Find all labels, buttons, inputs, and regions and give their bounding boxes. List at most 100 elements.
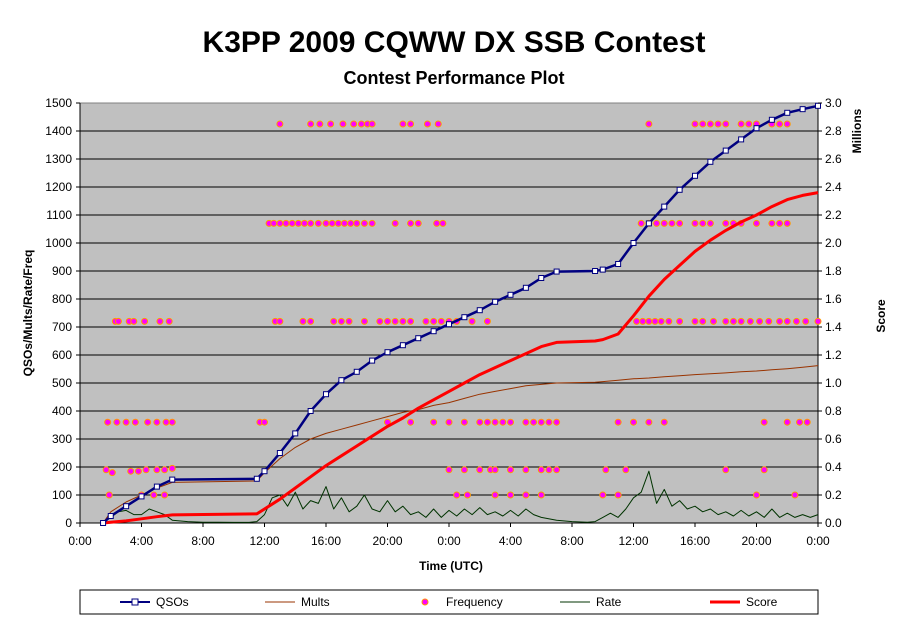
frequency-point bbox=[150, 491, 158, 499]
x-tick-label: 20:00 bbox=[372, 534, 402, 548]
frequency-point bbox=[507, 491, 514, 499]
y-right-tick-label: 0.4 bbox=[825, 460, 842, 474]
frequency-point bbox=[261, 418, 268, 426]
x-tick-label: 0:00 bbox=[68, 534, 92, 548]
qsos-point bbox=[630, 240, 637, 246]
y-tick-label: 600 bbox=[52, 348, 72, 362]
qsos-point bbox=[123, 503, 130, 510]
frequency-point bbox=[665, 317, 673, 325]
frequency-point bbox=[537, 466, 545, 474]
frequency-point bbox=[706, 219, 714, 227]
frequency-point bbox=[468, 317, 476, 325]
frequency-point bbox=[699, 120, 707, 128]
qsos-point bbox=[676, 186, 683, 193]
frequency-point bbox=[307, 219, 315, 227]
frequency-point bbox=[153, 418, 161, 426]
x-tick-label: 16:00 bbox=[311, 534, 341, 548]
frequency-point bbox=[722, 466, 730, 474]
frequency-point bbox=[460, 466, 468, 474]
y-axis-left-label: QSOs/Mults/Rate/Freq bbox=[21, 250, 35, 377]
y-right-tick-label: 2.2 bbox=[825, 208, 842, 222]
frequency-point bbox=[657, 317, 665, 325]
frequency-point bbox=[430, 418, 438, 426]
frequency-point bbox=[153, 466, 161, 474]
frequency-point bbox=[483, 418, 491, 426]
frequency-point bbox=[314, 219, 322, 227]
qsos-point bbox=[507, 291, 514, 298]
y-tick-label: 200 bbox=[52, 460, 72, 474]
x-tick-label: 0:00 bbox=[437, 534, 461, 548]
y-right-tick-label: 1.0 bbox=[825, 376, 842, 390]
x-tick-label: 8:00 bbox=[191, 534, 215, 548]
legend-label: Frequency bbox=[446, 595, 503, 609]
frequency-point bbox=[814, 317, 822, 325]
y-right-tick-label: 1.6 bbox=[825, 292, 842, 306]
legend-frequency-swatch bbox=[421, 598, 429, 606]
qsos-point bbox=[592, 268, 599, 274]
frequency-point bbox=[746, 317, 754, 325]
y-axis-right-label: Score bbox=[874, 299, 888, 333]
frequency-point bbox=[376, 317, 384, 325]
frequency-point bbox=[637, 219, 645, 227]
y-right-tick-label: 0.0 bbox=[825, 516, 842, 530]
frequency-point bbox=[633, 317, 641, 325]
x-tick-label: 12:00 bbox=[249, 534, 279, 548]
frequency-point bbox=[760, 466, 768, 474]
qsos-point bbox=[415, 335, 422, 342]
frequency-point bbox=[699, 219, 707, 227]
y-right-tick-label: 0.2 bbox=[825, 488, 842, 502]
frequency-point bbox=[453, 491, 461, 499]
y-tick-label: 300 bbox=[52, 432, 72, 446]
y-tick-label: 1200 bbox=[45, 180, 72, 194]
frequency-point bbox=[434, 120, 442, 128]
qsos-point bbox=[430, 328, 437, 335]
y-right-tick-label: 2.6 bbox=[825, 152, 842, 166]
frequency-point bbox=[168, 464, 176, 472]
frequency-point bbox=[299, 317, 307, 325]
qsos-point bbox=[799, 106, 806, 113]
frequency-point bbox=[776, 317, 784, 325]
y-tick-label: 500 bbox=[52, 376, 72, 390]
qsos-point bbox=[369, 357, 376, 364]
qsos-point bbox=[815, 102, 821, 109]
frequency-point bbox=[360, 317, 368, 325]
chart-title: K3PP 2009 CQWW DX SSB Contest bbox=[202, 26, 706, 59]
frequency-point bbox=[737, 120, 745, 128]
frequency-point bbox=[288, 219, 296, 227]
frequency-point bbox=[791, 491, 799, 499]
frequency-point bbox=[491, 466, 499, 474]
y-tick-label: 900 bbox=[52, 264, 72, 278]
frequency-point bbox=[276, 219, 284, 227]
y-tick-label: 1100 bbox=[46, 208, 72, 222]
frequency-point bbox=[337, 317, 345, 325]
frequency-point bbox=[483, 317, 491, 325]
frequency-point bbox=[476, 418, 484, 426]
frequency-point bbox=[399, 120, 407, 128]
qsos-point bbox=[107, 513, 114, 519]
x-tick-label: 4:00 bbox=[130, 534, 154, 548]
frequency-point bbox=[530, 418, 538, 426]
frequency-point bbox=[622, 466, 630, 474]
qsos-point bbox=[768, 116, 775, 123]
frequency-point bbox=[709, 317, 717, 325]
y-right-tick-label: 1.8 bbox=[825, 264, 842, 278]
frequency-point bbox=[630, 418, 637, 426]
frequency-point bbox=[165, 317, 173, 325]
y-axis-right-units: Millions bbox=[850, 108, 864, 153]
frequency-point bbox=[276, 317, 284, 325]
y-right-tick-label: 0.6 bbox=[825, 432, 842, 446]
frequency-point bbox=[345, 317, 353, 325]
frequency-point bbox=[768, 219, 776, 227]
frequency-point bbox=[399, 317, 407, 325]
frequency-point bbox=[545, 418, 553, 426]
y-tick-label: 400 bbox=[52, 404, 72, 418]
frequency-point bbox=[368, 219, 376, 227]
frequency-point bbox=[368, 120, 376, 128]
frequency-point bbox=[645, 418, 653, 426]
frequency-point bbox=[691, 317, 699, 325]
frequency-point bbox=[407, 120, 415, 128]
qsos-point bbox=[661, 203, 668, 210]
frequency-point bbox=[105, 491, 113, 499]
frequency-point bbox=[300, 219, 308, 227]
frequency-point bbox=[350, 120, 358, 128]
